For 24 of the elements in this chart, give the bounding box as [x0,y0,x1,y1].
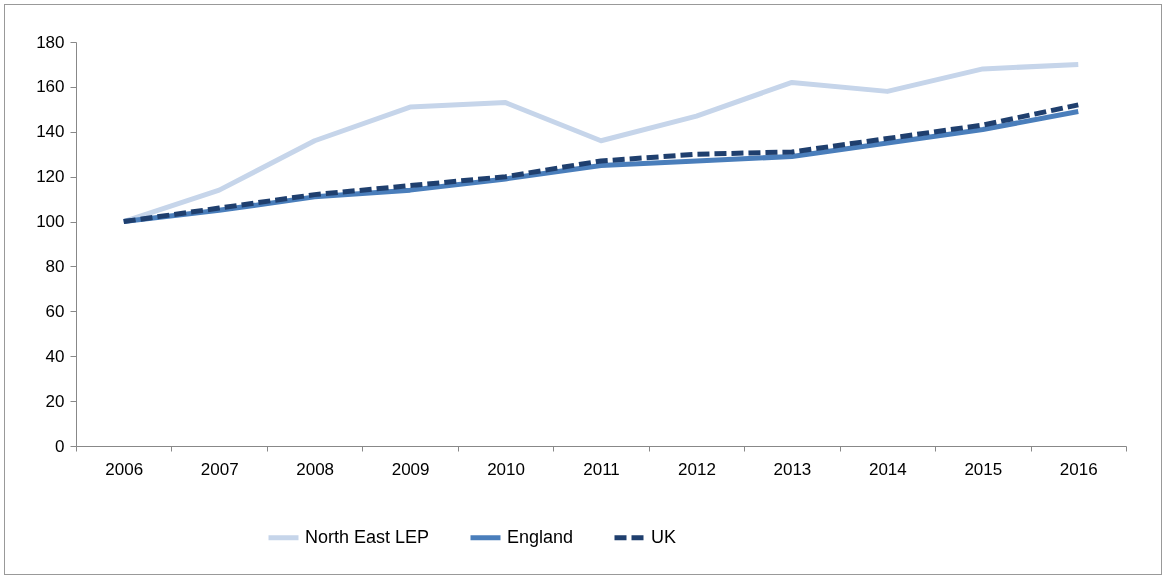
x-tick-label: 2009 [391,459,430,479]
y-tick-label: 160 [36,77,65,97]
y-tick-label: 180 [36,32,65,52]
x-tick-label: 2015 [964,459,1003,479]
x-tick-label: 2013 [773,459,812,479]
x-tick-label: 2008 [296,459,335,479]
legend-label: England [507,526,574,547]
y-tick-label: 20 [45,391,65,411]
x-tick-label: 2011 [583,459,620,479]
y-tick-label: 100 [36,212,65,232]
x-tick-label: 2007 [200,459,239,479]
x-tick-label: 2006 [105,459,144,479]
y-tick-label: 0 [55,436,65,456]
legend-label: North East LEP [305,526,430,547]
y-tick-label: 120 [36,167,65,187]
x-tick-label: 2016 [1059,459,1098,479]
x-tick-label: 2010 [487,459,525,479]
x-tick-label: 2014 [868,459,907,479]
x-tick-label: 2012 [678,459,716,479]
legend-label: UK [651,526,677,547]
y-tick-label: 80 [45,256,65,276]
y-tick-label: 140 [36,122,65,142]
y-tick-label: 40 [45,346,65,366]
y-tick-label: 60 [45,301,65,321]
